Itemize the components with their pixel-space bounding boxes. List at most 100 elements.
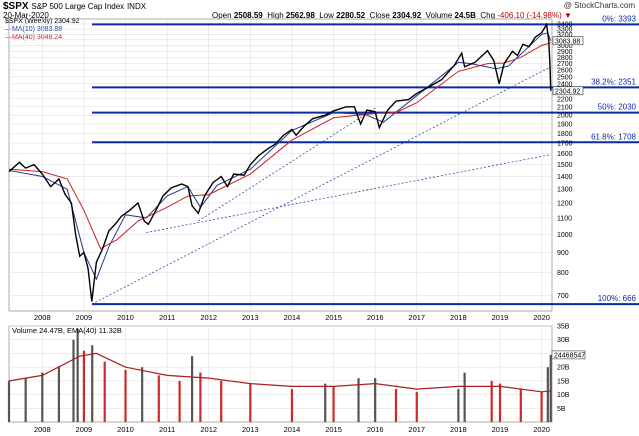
y-tick-label: 1500 (557, 162, 573, 169)
chart-date: 20-Mar-2020 (3, 11, 49, 20)
y-tick-label: 2100 (557, 104, 573, 111)
volume-bar (178, 380, 181, 422)
volume-bar (141, 367, 144, 422)
vol-x-tick-label: 2009 (76, 425, 93, 434)
y-tick-label: 800 (557, 270, 569, 277)
x-tick-label: 2009 (76, 313, 93, 322)
y-tick-label: 1900 (557, 121, 573, 128)
volume-panel-frame (8, 325, 553, 423)
y-tick-label: 1300 (557, 187, 573, 194)
y-tick-label: 2600 (557, 68, 573, 75)
trendline (91, 66, 551, 305)
x-tick-label: 2018 (450, 313, 467, 322)
vol-x-tick-label: 2016 (367, 425, 384, 434)
volume-bar (7, 380, 11, 422)
y-tick-label: 700 (557, 293, 569, 300)
vol-x-tick-label: 2013 (242, 425, 259, 434)
volume-bar (374, 378, 377, 422)
volume-bar (82, 350, 85, 422)
vol-y-tick-label: 20B (557, 365, 570, 372)
exchange: INDX (126, 2, 147, 11)
x-tick-label: 2017 (408, 313, 425, 322)
volume-bar (290, 389, 294, 422)
volume-bar (357, 378, 360, 422)
vol-x-tick-label: 2012 (200, 425, 217, 434)
volume-bar (103, 361, 106, 422)
volume-bar (519, 389, 522, 422)
symbol: $SPX (3, 1, 29, 12)
volume-value: 24.5B (454, 11, 476, 20)
y-tick-label: 2700 (557, 61, 573, 68)
volume-bar (463, 372, 466, 422)
high-label: High (267, 11, 284, 20)
x-tick-label: 2020 (533, 313, 550, 322)
volume-bar (41, 372, 44, 422)
x-tick-label: 2008 (34, 313, 51, 322)
ohlc-readout: Open 2508.59 High 2562.98 Low 2280.52 Cl… (212, 11, 572, 20)
vol-x-tick-label: 2014 (284, 425, 301, 434)
vol-y-tick-label: 10B (557, 392, 570, 399)
vol-x-tick-label: 2011 (159, 425, 175, 434)
fib-level-label: 100%: 666 (598, 294, 637, 303)
copyright: @ StockCharts.com (563, 1, 635, 10)
volume-bar (199, 372, 202, 422)
high-value: 2562.98 (285, 11, 315, 20)
volume-bar (157, 375, 160, 422)
close-label: Close (369, 11, 390, 20)
y-tick-label: 2900 (557, 49, 573, 56)
volume-legend: Volume 24.47B, EMA(40) 11.32B (12, 326, 122, 335)
price-label-box (552, 86, 584, 96)
volume-bar (498, 383, 502, 422)
fib-level-label: 38.2%: 2351 (591, 77, 636, 86)
x-tick-label: 2011 (159, 313, 175, 322)
fib-level-label: 61.8%: 1708 (591, 132, 636, 141)
vol-x-tick-label: 2010 (117, 425, 134, 434)
volume-bar (540, 391, 543, 422)
open-value: 2508.59 (233, 11, 263, 20)
legend-ma40: —MA(40) 3048.24 (5, 34, 63, 41)
volume-value-label: 24468547 (554, 352, 585, 359)
volume-bar (249, 383, 252, 422)
y-tick-label: 3000 (557, 43, 573, 50)
vol-x-tick-label: 2018 (450, 425, 467, 434)
low-value: 2280.52 (336, 11, 366, 20)
y-tick-label: 3300 (557, 27, 573, 34)
y-tick-label: 3200 (557, 32, 573, 39)
price-panel-frame (8, 18, 553, 312)
y-tick-label: 2500 (557, 74, 573, 81)
x-tick-label: 2016 (367, 313, 384, 322)
x-tick-label: 2010 (117, 313, 134, 322)
legend-ma10: —MA(10) 3083.88 (5, 26, 63, 33)
fib-level-label: 0%: 3393 (602, 14, 636, 23)
volume-bar (332, 386, 335, 422)
ma40-line (8, 42, 551, 250)
y-tick-label: 2000 (557, 113, 573, 120)
y-tick-label: 1100 (557, 215, 572, 222)
volume-bar (415, 391, 418, 422)
y-tick-label: 1000 (557, 232, 573, 239)
x-tick-label: 2013 (242, 313, 259, 322)
open-label: Open (212, 11, 232, 20)
vol-x-tick-label: 2020 (533, 425, 550, 434)
volume-bar (76, 328, 79, 422)
vol-y-tick-label: 5B (557, 406, 566, 413)
volume-bar (72, 339, 75, 422)
fib-level-label: 50%: 2030 (598, 103, 637, 112)
y-tick-label: 3400 (557, 21, 573, 28)
volume-bar (91, 345, 94, 422)
volume-bar (324, 383, 327, 422)
down-arrow-icon: ▼ (563, 11, 572, 20)
volume-ema-line (8, 352, 551, 393)
low-label: Low (319, 11, 334, 20)
price-value-label: 2304.92 (555, 88, 580, 95)
y-tick-label: 2200 (557, 96, 573, 103)
volume-label: Volume (425, 11, 453, 20)
ma10-line (8, 32, 552, 281)
price-label-box (552, 36, 584, 46)
x-tick-label: 2015 (325, 313, 342, 322)
volume-bar (549, 354, 552, 422)
volume-bar (394, 389, 398, 422)
x-tick-label: 2019 (492, 313, 509, 322)
y-tick-label: 1600 (557, 151, 573, 158)
